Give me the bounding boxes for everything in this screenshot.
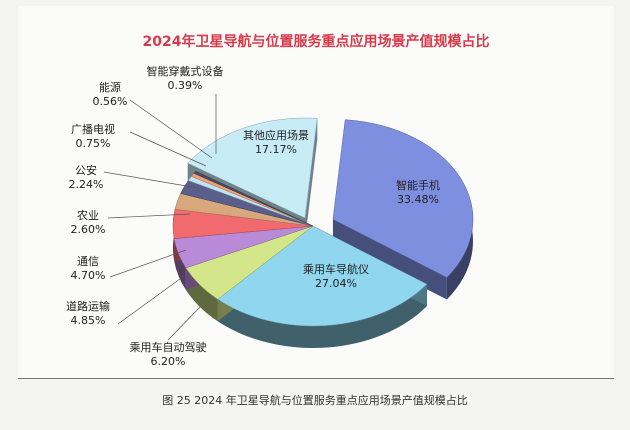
leader-line <box>109 249 187 278</box>
leader-line <box>129 99 213 159</box>
pie-slice-10 <box>187 117 318 219</box>
slice-value-label: 0.56% <box>93 95 128 108</box>
leader-line <box>117 275 185 325</box>
slice-value-label: 17.17% <box>255 143 297 156</box>
slice-label: 广播电视 <box>71 122 115 136</box>
slice-value-label: 4.70% <box>71 269 106 282</box>
slice-value-label: 2.24% <box>69 178 104 191</box>
pie-slice-wall <box>332 219 447 300</box>
pie-slice-0 <box>332 119 474 278</box>
slice-label: 农业 <box>77 208 99 222</box>
slice-value-label: 2.60% <box>71 223 106 236</box>
slice-value-label: 0.75% <box>76 137 111 150</box>
slice-label: 乘用车导航仪 <box>303 262 369 276</box>
pie-slice-side <box>217 284 427 349</box>
slice-label: 道路运输 <box>66 299 110 313</box>
chart-title: 2024年卫星导航与位置服务重点应用场景产值规模占比 <box>143 33 490 50</box>
pie-slice-9 <box>193 170 314 227</box>
slice-value-label: 6.20% <box>151 355 186 368</box>
slice-label: 乘用车自动驾驶 <box>130 340 207 354</box>
slice-label: 智能手机 <box>396 178 440 192</box>
slice-label: 通信 <box>77 255 99 268</box>
slice-value-label: 33.48% <box>397 193 439 206</box>
slice-value-label: 27.04% <box>315 277 357 290</box>
chart-frame: 2024年卫星导航与位置服务重点应用场景产值规模占比 智能手机 33.48% 乘用车… <box>18 6 614 379</box>
figure-caption: 图 25 2024 年卫星导航与位置服务重点应用场景产值规模占比 <box>162 394 468 407</box>
pie-slice-1 <box>217 225 428 327</box>
slice-label: 其他应用场景 <box>243 128 309 142</box>
leader-line <box>107 213 191 219</box>
leader-line <box>129 131 207 167</box>
slice-label: 能源 <box>99 80 121 94</box>
slice-label: 公安 <box>75 163 97 177</box>
slice-label: 智能穿戴式设备 <box>147 64 224 78</box>
slice-value-label: 0.39% <box>168 79 203 92</box>
pie-slice-wall <box>305 118 318 240</box>
leader-line <box>103 171 199 189</box>
slice-value-label: 4.85% <box>71 314 106 327</box>
leader-line <box>167 305 202 341</box>
